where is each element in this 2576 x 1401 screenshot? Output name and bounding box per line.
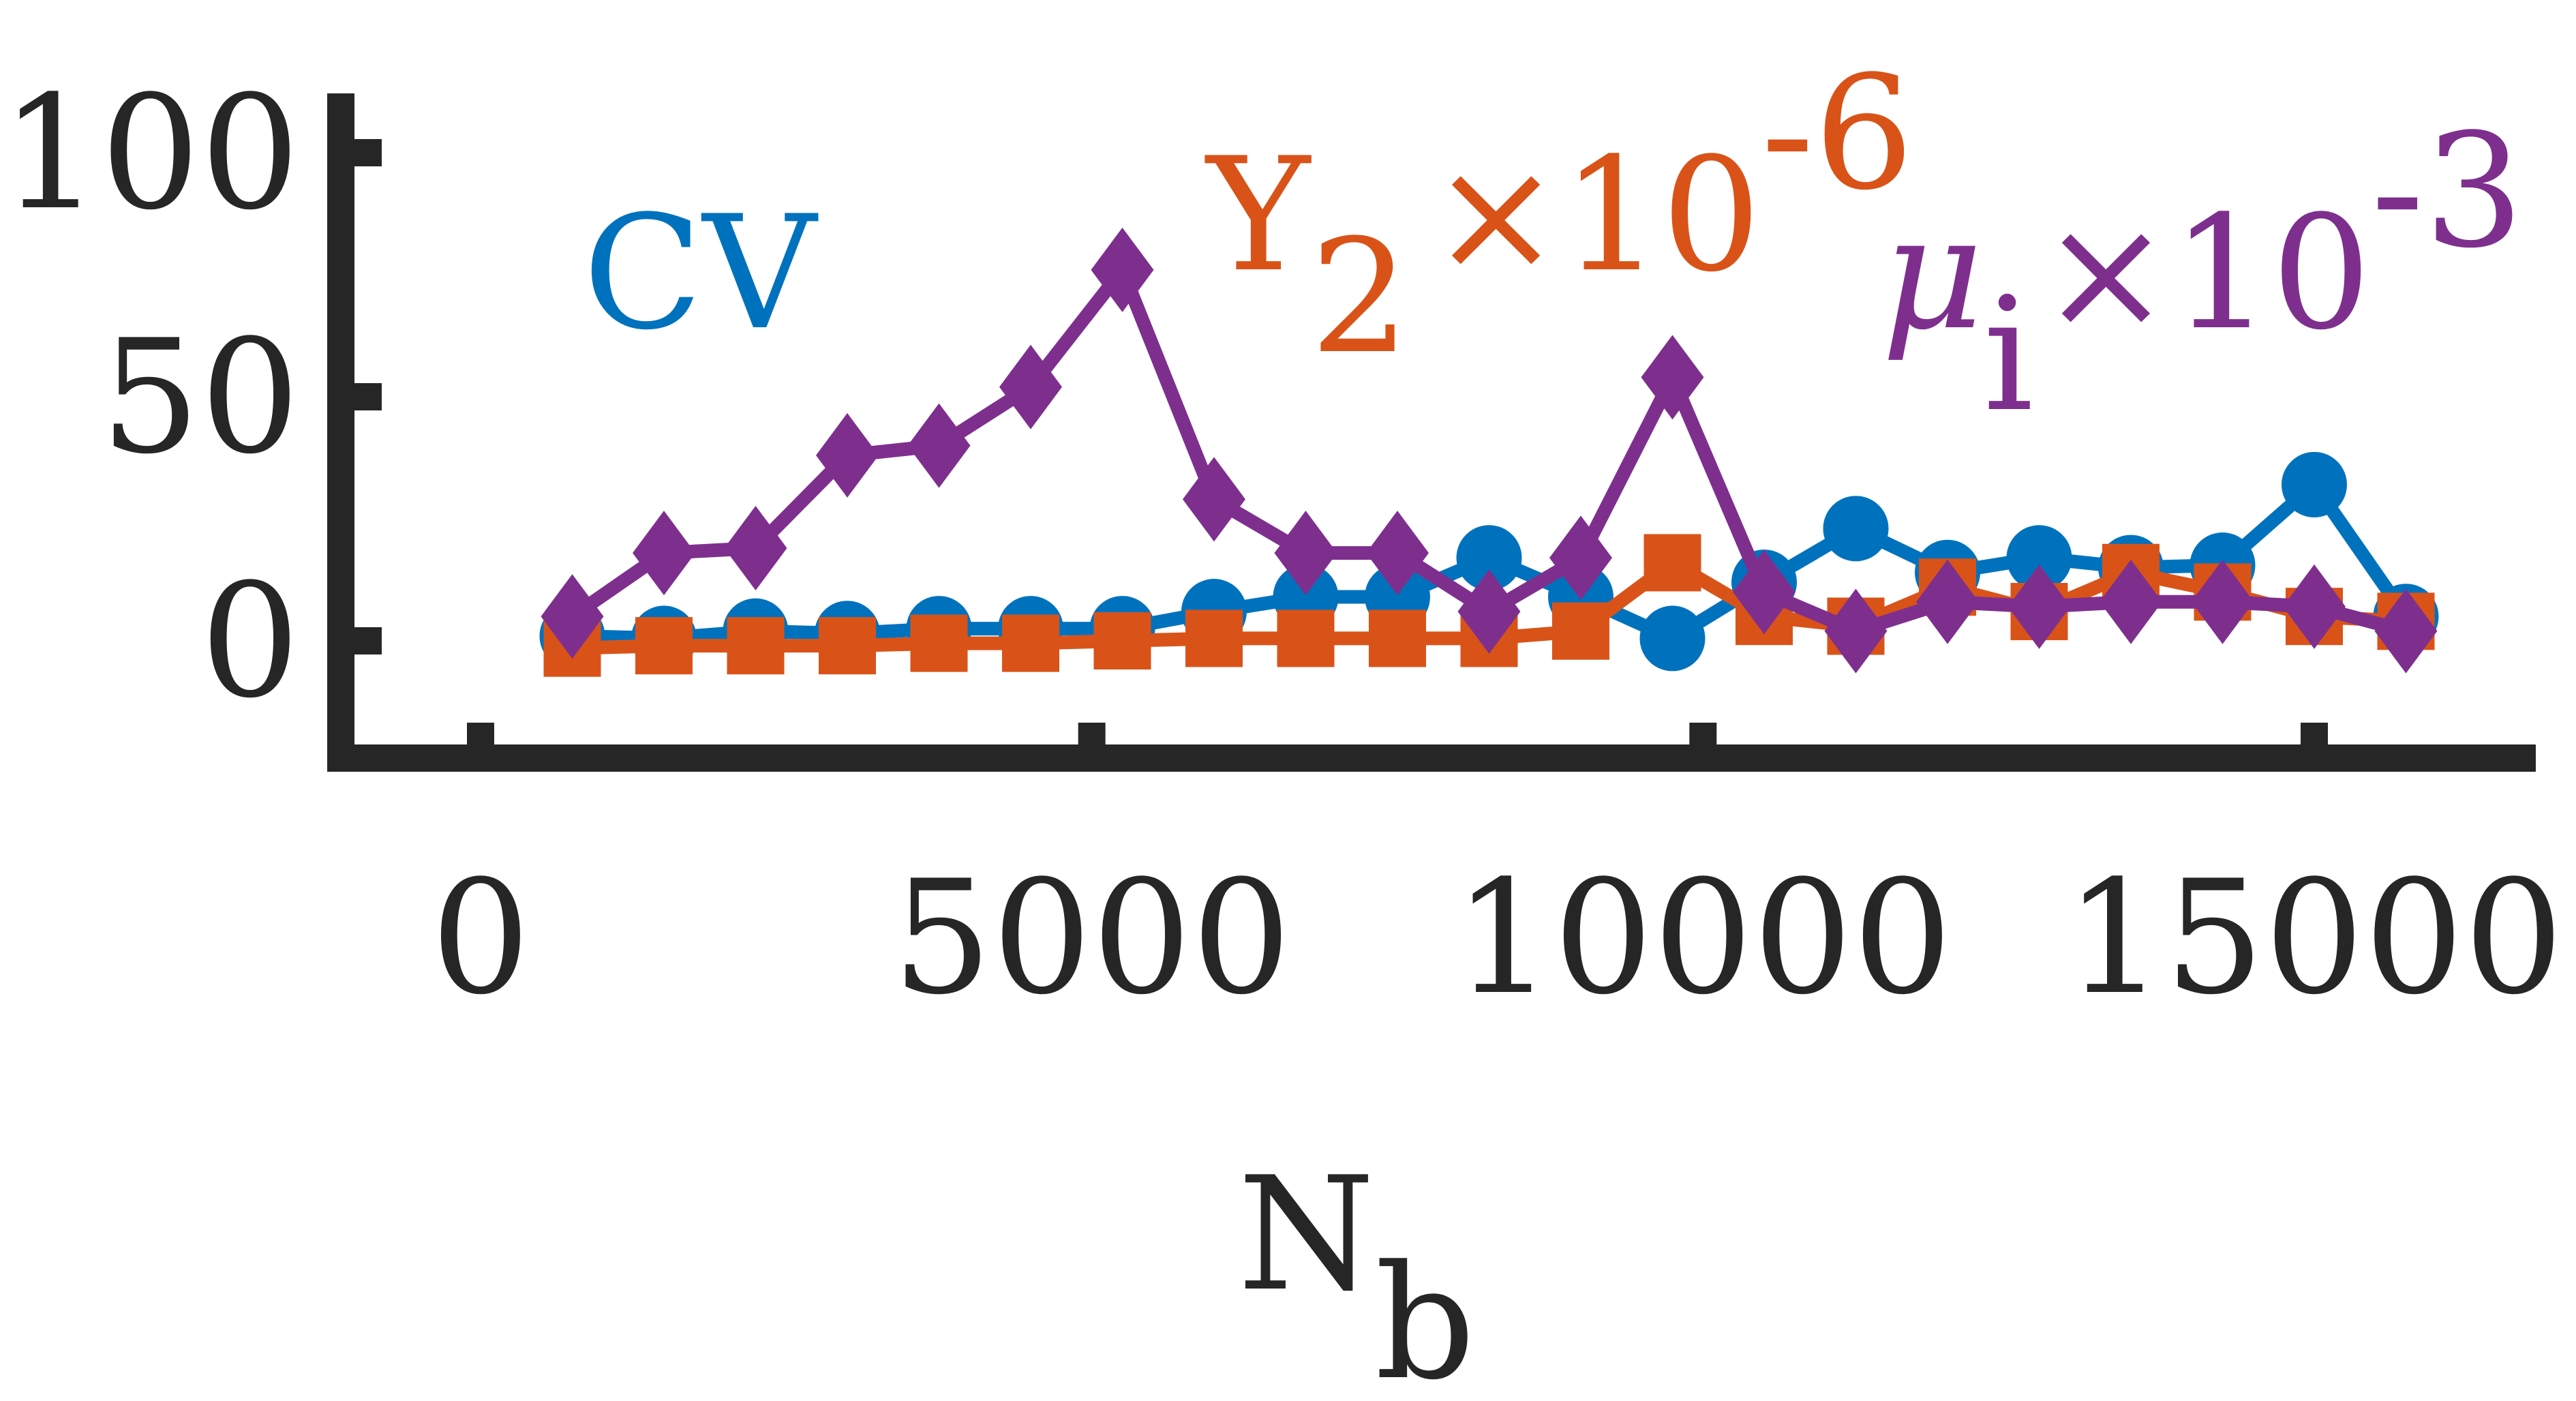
x-tick-label: 0 bbox=[431, 847, 530, 1029]
series-label-y2-exp: ×10 bbox=[1430, 125, 1761, 307]
data-point-cv bbox=[1823, 496, 1889, 562]
series-label-y2-sub: 2 bbox=[1310, 207, 1410, 389]
series-label-y2: Y2 ×10-6 bbox=[1204, 43, 1914, 389]
series-label-mu: μi×10-3 bbox=[1881, 101, 2524, 447]
data-point-y2 bbox=[1643, 534, 1701, 592]
labels-layer: Nb CV Y2 ×10-6 μi×10-3 bbox=[583, 43, 2524, 1401]
data-point-mu bbox=[907, 403, 971, 488]
data-point-mu bbox=[1916, 559, 1979, 644]
data-point-mu bbox=[1274, 511, 1337, 596]
series-label-cv: CV bbox=[583, 183, 819, 365]
data-point-mu bbox=[633, 511, 695, 596]
series-label-mu-exp: ×10 bbox=[2040, 183, 2371, 365]
x-tick-label: 10000 bbox=[1453, 847, 1952, 1029]
series-label-y2-sup: -6 bbox=[1761, 43, 1914, 225]
x-axis-label-sub: b bbox=[1375, 1233, 1475, 1398]
series-label-mu-sub: i bbox=[1983, 265, 2033, 447]
data-point-mu bbox=[1183, 457, 1245, 542]
data-point-mu bbox=[2191, 559, 2254, 644]
data-point-y2 bbox=[910, 614, 968, 672]
data-point-mu bbox=[724, 505, 787, 590]
data-point-y2 bbox=[1552, 602, 1609, 660]
axes-layer bbox=[327, 93, 2536, 772]
data-point-cv bbox=[1456, 525, 1522, 591]
data-point-mu bbox=[2374, 588, 2438, 674]
y-tick-label: 100 bbox=[1, 63, 300, 245]
data-point-mu bbox=[1549, 515, 1612, 601]
data-point-mu bbox=[2283, 564, 2346, 649]
data-point-y2 bbox=[727, 617, 785, 675]
data-point-mu bbox=[1733, 549, 1795, 635]
data-point-y2 bbox=[1277, 609, 1335, 667]
data-point-mu bbox=[1366, 511, 1429, 596]
y-tick-label: 50 bbox=[100, 307, 300, 489]
data-point-cv bbox=[1639, 605, 1706, 672]
data-point-mu bbox=[816, 412, 879, 498]
data-point-mu bbox=[999, 344, 1062, 430]
x-axis-label-main: N bbox=[1238, 1144, 1375, 1326]
series-mu bbox=[541, 227, 2438, 674]
data-point-cv bbox=[2282, 451, 2347, 517]
data-point-mu bbox=[1641, 335, 1704, 420]
data-point-mu bbox=[1091, 227, 1154, 312]
series-label-mu-main: μ bbox=[1881, 183, 1983, 365]
data-point-y2 bbox=[1093, 612, 1151, 669]
x-tick-label: 5000 bbox=[892, 847, 1291, 1029]
data-point-mu bbox=[2007, 564, 2071, 649]
series-label-mu-sup: -3 bbox=[2371, 101, 2524, 283]
x-axis-label: Nb bbox=[1238, 1144, 1475, 1398]
data-point-y2 bbox=[1369, 609, 1426, 667]
data-point-mu bbox=[2100, 559, 2162, 644]
series-layer bbox=[539, 227, 2439, 677]
series-label-y2-main: Y bbox=[1204, 125, 1312, 307]
x-tick-label: 15000 bbox=[2065, 847, 2564, 1029]
y-tick-label: 0 bbox=[200, 551, 300, 733]
data-point-mu bbox=[1824, 588, 1888, 674]
data-point-mu bbox=[541, 574, 604, 659]
ticks-layer: 0 50 100 0 5000 10000 15000 bbox=[1, 63, 2564, 1029]
data-point-mu bbox=[1457, 569, 1521, 654]
data-point-y2 bbox=[819, 617, 876, 675]
data-point-y2 bbox=[1185, 609, 1243, 667]
data-point-cv bbox=[2006, 525, 2072, 591]
data-point-y2 bbox=[635, 617, 693, 675]
data-point-y2 bbox=[1002, 614, 1059, 672]
